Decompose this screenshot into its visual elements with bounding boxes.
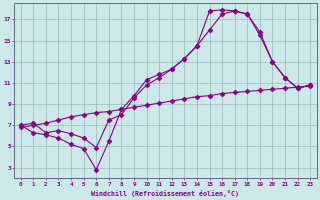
X-axis label: Windchill (Refroidissement éolien,°C): Windchill (Refroidissement éolien,°C) <box>92 190 239 197</box>
